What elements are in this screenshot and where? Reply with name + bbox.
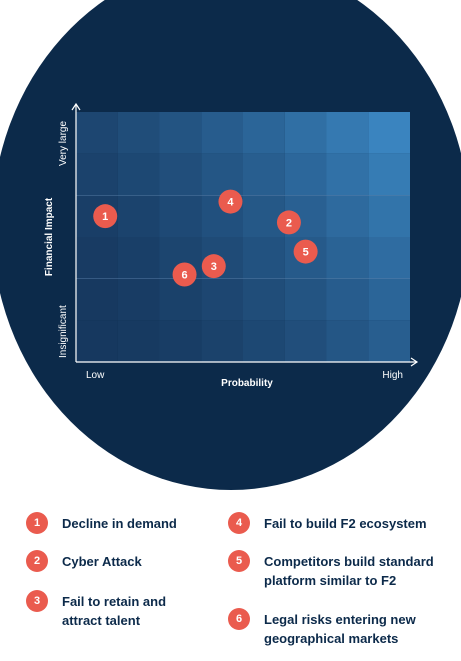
heatmap-cell <box>368 237 410 279</box>
risk-marker-label: 5 <box>303 247 309 259</box>
heatmap-cell <box>159 195 202 237</box>
heatmap-cell <box>243 112 285 154</box>
heatmap-cell <box>76 320 118 362</box>
heatmap-cell <box>243 153 285 196</box>
legend-label: Decline in demand <box>62 516 177 531</box>
heatmap-cell <box>117 153 160 196</box>
legend-number-badge: 2 <box>26 550 48 572</box>
legend-item-4: 4 Fail to build F2 ecosystem <box>228 512 448 534</box>
heatmap-cell <box>326 278 369 321</box>
risk-marker-6: 6 <box>172 262 197 287</box>
y-axis-arrow <box>71 102 81 111</box>
axes <box>71 102 419 367</box>
legend-number-badge: 6 <box>228 608 250 630</box>
heatmap-cell <box>201 278 243 321</box>
legend-number-badge: 5 <box>228 550 250 572</box>
legend-number-badge: 3 <box>26 590 48 612</box>
heatmap-cell <box>117 237 160 279</box>
x-tick-label-low: Low <box>86 370 105 381</box>
heatmap-cell <box>326 112 369 154</box>
heatmap-cell <box>117 112 160 154</box>
risk-marker-circle <box>201 254 226 279</box>
risk-marker-2: 2 <box>276 210 301 235</box>
heatmap-cell <box>368 153 410 196</box>
heatmap-cell <box>117 278 160 321</box>
legend-item-2: 2 Cyber Attack <box>26 550 206 572</box>
gridlines <box>76 194 410 280</box>
heatmap-cell <box>159 320 202 362</box>
heatmap-cell <box>284 320 327 362</box>
legend-label: Fail to build F2 ecosystem <box>264 516 427 531</box>
heatmap-cell <box>76 153 118 196</box>
y-axis-label: Financial Impact <box>44 197 55 276</box>
risk-marker-label: 6 <box>181 270 187 282</box>
heatmap-cell <box>201 320 243 362</box>
risk-marker-label: 1 <box>102 211 108 223</box>
heatmap-cell <box>284 278 327 321</box>
legend-number-badge: 1 <box>26 512 48 534</box>
risk-marker-circle <box>93 204 118 229</box>
heatmap-cell <box>326 237 369 279</box>
heatmap-cell <box>326 153 369 196</box>
legend-label: Fail to retain and attract talent <box>62 594 167 628</box>
legend-label: Legal risks entering new geographical ma… <box>264 612 416 646</box>
y-tick-label-low: Insignificant <box>58 305 69 358</box>
risk-marker-label: 4 <box>227 197 234 209</box>
risk-marker-circle <box>172 262 197 287</box>
heatmap-cell <box>284 153 327 196</box>
risk-marker-label: 2 <box>286 217 292 229</box>
heatmap-cell <box>159 153 202 196</box>
risk-marker-3: 3 <box>201 254 226 279</box>
x-tick-label-high: High <box>382 370 403 381</box>
risk-marker-circle <box>218 189 243 214</box>
legend-item-5: 5 Competitors build standard platform sim… <box>228 550 448 590</box>
heatmap-cell <box>201 112 243 154</box>
heatmap-cell <box>326 195 369 237</box>
heatmap-cell <box>117 320 160 362</box>
y-tick-label-high: Very large <box>58 121 69 166</box>
legend-label: Competitors build standard platform simi… <box>264 554 434 588</box>
risk-marker-label: 3 <box>211 261 217 273</box>
heatmap-cell <box>368 278 410 321</box>
risk-marker-4: 4 <box>218 189 243 214</box>
legend-number-badge: 4 <box>228 512 250 534</box>
legend-item-6: 6 Legal risks entering new geographical m… <box>228 608 448 648</box>
legend-label: Cyber Attack <box>62 554 142 569</box>
heatmap-cell <box>243 278 285 321</box>
heatmap-cell <box>76 112 118 154</box>
heatmap-cell <box>117 195 160 237</box>
heatmap-cell <box>201 153 243 196</box>
risk-marker-circle <box>276 210 301 235</box>
heatmap-cell <box>243 195 285 237</box>
legend-item-1: 1 Decline in demand <box>26 512 206 534</box>
x-axis-arrow <box>410 357 419 367</box>
heatmap-cell <box>243 237 285 279</box>
heatmap-cell <box>76 237 118 279</box>
risk-marker-circle <box>293 239 318 264</box>
heatmap-cell <box>284 112 327 154</box>
heatmap-cell <box>76 278 118 321</box>
heatmap-cell <box>368 320 410 362</box>
heatmap-cell <box>368 195 410 237</box>
x-axis-label: Probability <box>221 378 273 389</box>
heatmap-cell <box>159 112 202 154</box>
legend-item-3: 3 Fail to retain and attract talent <box>26 590 206 630</box>
heatmap-cell <box>243 320 285 362</box>
heatmap-cell <box>326 320 369 362</box>
risk-marker-1: 1 <box>93 204 118 229</box>
heatmap-cells <box>76 112 410 362</box>
risk-marker-5: 5 <box>293 239 318 264</box>
risk-markers: 1 2 3 4 5 6 <box>93 189 318 287</box>
heatmap-cell <box>368 112 410 154</box>
